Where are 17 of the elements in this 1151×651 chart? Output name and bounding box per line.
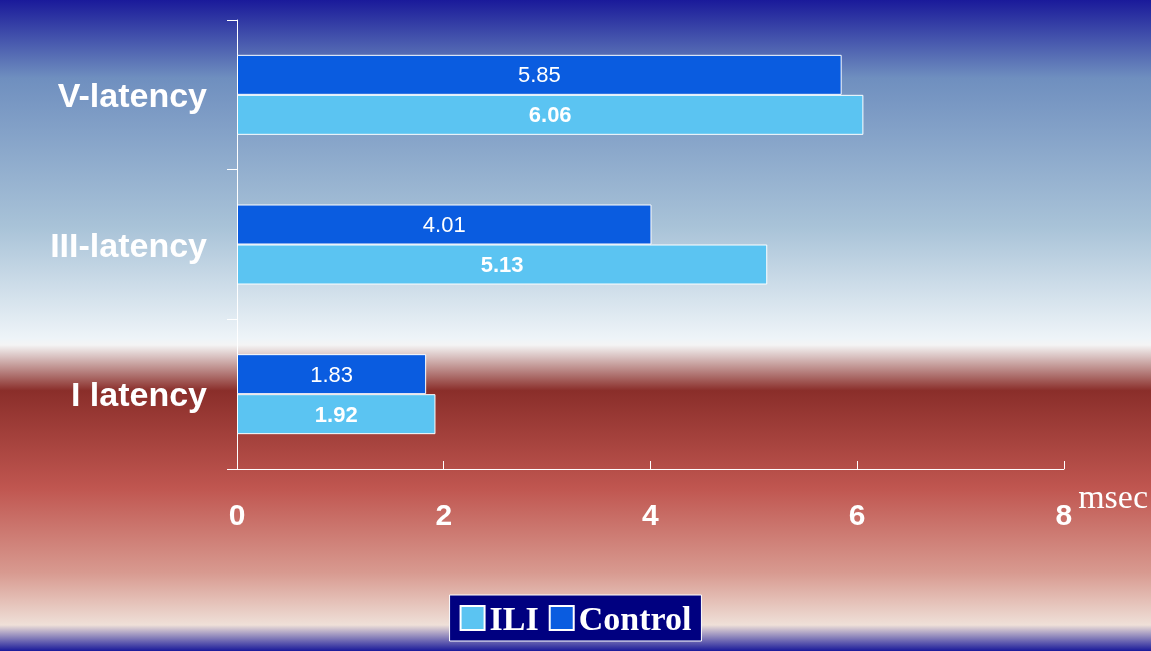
y-tick-label: I latency xyxy=(70,375,208,414)
x-tick-label: 2 xyxy=(435,497,453,531)
data-label: 4.01 xyxy=(422,212,466,237)
legend-label: ILI xyxy=(489,599,539,637)
data-label: 5.85 xyxy=(517,62,561,88)
data-label: 1.83 xyxy=(310,361,353,387)
y-tick-label: III-latency xyxy=(50,225,208,264)
data-label: 5.13 xyxy=(480,252,524,277)
data-label: 1.92 xyxy=(314,401,358,427)
data-label: 6.06 xyxy=(528,102,572,128)
y-tick-label: V-latency xyxy=(57,75,208,114)
legend-label: Control xyxy=(578,599,692,637)
x-tick-label: 0 xyxy=(228,497,246,531)
x-tick-label: 6 xyxy=(848,497,866,531)
x-tick-label: 4 xyxy=(642,497,660,531)
x-axis-title: msec xyxy=(1078,477,1148,515)
x-tick-label: 8 xyxy=(1055,497,1073,531)
